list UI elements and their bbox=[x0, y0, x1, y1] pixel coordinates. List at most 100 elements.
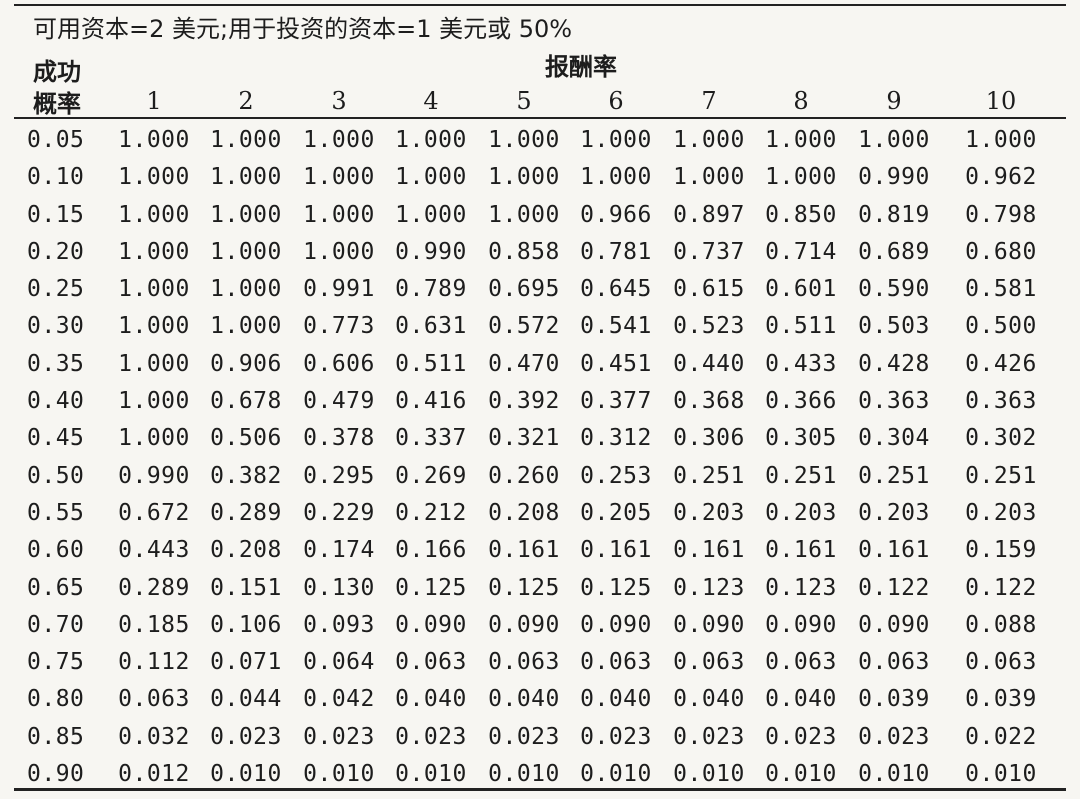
value-cell: 0.511 bbox=[395, 350, 467, 377]
bottom-rule bbox=[14, 788, 1066, 791]
column-header-5: 5 bbox=[516, 87, 532, 115]
value-cell: 0.039 bbox=[965, 686, 1037, 713]
column-headers: 1 2 3 4 5 6 7 8 9 10 bbox=[0, 86, 1080, 116]
value-cell: 0.251 bbox=[858, 462, 930, 489]
value-cell: 0.819 bbox=[858, 201, 930, 228]
value-cell: 1.000 bbox=[118, 388, 190, 415]
value-cell: 0.990 bbox=[118, 462, 190, 489]
probability-cell: 0.65 bbox=[27, 574, 85, 601]
value-cell: 0.122 bbox=[858, 574, 930, 601]
value-cell: 0.010 bbox=[965, 761, 1037, 788]
value-cell: 1.000 bbox=[303, 164, 375, 191]
column-header-3: 3 bbox=[331, 87, 347, 115]
value-cell: 0.990 bbox=[858, 164, 930, 191]
header-rule bbox=[14, 117, 1066, 119]
value-cell: 0.010 bbox=[580, 761, 652, 788]
value-cell: 0.063 bbox=[580, 649, 652, 676]
column-header-8: 8 bbox=[793, 87, 809, 115]
value-cell: 0.040 bbox=[580, 686, 652, 713]
column-header-1: 1 bbox=[146, 87, 162, 115]
value-cell: 0.063 bbox=[118, 686, 190, 713]
value-cell: 1.000 bbox=[395, 127, 467, 153]
value-cell: 0.023 bbox=[673, 723, 745, 750]
value-cell: 1.000 bbox=[303, 201, 375, 228]
column-header-4: 4 bbox=[423, 87, 439, 115]
value-cell: 0.023 bbox=[765, 723, 837, 750]
value-cell: 1.000 bbox=[210, 276, 282, 303]
value-cell: 0.678 bbox=[210, 388, 282, 415]
value-cell: 0.392 bbox=[488, 388, 560, 415]
probability-cell: 0.25 bbox=[27, 276, 85, 303]
table-row: 0.45 1.000 0.506 0.378 0.337 0.321 0.312 0.306 0… bbox=[0, 420, 1080, 457]
column-header-9: 9 bbox=[886, 87, 902, 115]
value-cell: 0.208 bbox=[210, 537, 282, 564]
value-cell: 0.151 bbox=[210, 574, 282, 601]
table-row: 0.25 1.000 1.000 0.991 0.789 0.695 0.645 0.615 0… bbox=[0, 271, 1080, 308]
table-row: 0.75 0.112 0.071 0.064 0.063 0.063 0.063 0.063 0… bbox=[0, 644, 1080, 681]
value-cell: 0.858 bbox=[488, 238, 560, 265]
probability-cell: 0.30 bbox=[27, 313, 85, 340]
value-cell: 0.305 bbox=[765, 425, 837, 452]
column-header-6: 6 bbox=[608, 87, 624, 115]
value-cell: 0.251 bbox=[765, 462, 837, 489]
value-cell: 0.321 bbox=[488, 425, 560, 452]
value-cell: 1.000 bbox=[303, 238, 375, 265]
probability-cell: 0.40 bbox=[27, 388, 85, 415]
value-cell: 1.000 bbox=[210, 164, 282, 191]
value-cell: 0.185 bbox=[118, 611, 190, 638]
value-cell: 1.000 bbox=[118, 425, 190, 452]
value-cell: 1.000 bbox=[858, 127, 930, 153]
value-cell: 0.071 bbox=[210, 649, 282, 676]
value-cell: 0.269 bbox=[395, 462, 467, 489]
value-cell: 0.125 bbox=[580, 574, 652, 601]
value-cell: 0.645 bbox=[580, 276, 652, 303]
value-cell: 0.500 bbox=[965, 313, 1037, 340]
table-row: 0.15 1.000 1.000 1.000 1.000 1.000 0.966 0.897 0… bbox=[0, 197, 1080, 234]
value-cell: 0.615 bbox=[673, 276, 745, 303]
value-cell: 0.377 bbox=[580, 388, 652, 415]
value-cell: 0.253 bbox=[580, 462, 652, 489]
table-row: 0.70 0.185 0.106 0.093 0.090 0.090 0.090 0.090 0… bbox=[0, 607, 1080, 644]
value-cell: 0.023 bbox=[210, 723, 282, 750]
value-cell: 0.205 bbox=[580, 499, 652, 526]
value-cell: 0.125 bbox=[488, 574, 560, 601]
value-cell: 0.897 bbox=[673, 201, 745, 228]
table-row: 0.60 0.443 0.208 0.174 0.166 0.161 0.161 0.161 0… bbox=[0, 532, 1080, 569]
value-cell: 0.093 bbox=[303, 611, 375, 638]
probability-cell: 0.60 bbox=[27, 537, 85, 564]
value-cell: 0.023 bbox=[395, 723, 467, 750]
value-cell: 0.090 bbox=[488, 611, 560, 638]
value-cell: 0.090 bbox=[580, 611, 652, 638]
value-cell: 0.208 bbox=[488, 499, 560, 526]
value-cell: 0.302 bbox=[965, 425, 1037, 452]
value-cell: 0.123 bbox=[673, 574, 745, 601]
value-cell: 0.440 bbox=[673, 350, 745, 377]
value-cell: 0.122 bbox=[965, 574, 1037, 601]
value-cell: 0.063 bbox=[765, 649, 837, 676]
value-cell: 0.523 bbox=[673, 313, 745, 340]
row-header-line-1: 成功 bbox=[33, 58, 81, 86]
table-row: 0.55 0.672 0.289 0.229 0.212 0.208 0.205 0.203 0… bbox=[0, 495, 1080, 532]
value-cell: 0.023 bbox=[303, 723, 375, 750]
value-cell: 0.161 bbox=[488, 537, 560, 564]
value-cell: 0.781 bbox=[580, 238, 652, 265]
value-cell: 0.161 bbox=[765, 537, 837, 564]
value-cell: 1.000 bbox=[118, 276, 190, 303]
column-header-2: 2 bbox=[238, 87, 254, 115]
value-cell: 0.010 bbox=[488, 761, 560, 788]
value-cell: 0.251 bbox=[673, 462, 745, 489]
value-cell: 0.572 bbox=[488, 313, 560, 340]
value-cell: 0.601 bbox=[765, 276, 837, 303]
value-cell: 0.042 bbox=[303, 686, 375, 713]
value-cell: 0.229 bbox=[303, 499, 375, 526]
value-cell: 0.159 bbox=[965, 537, 1037, 564]
value-cell: 0.088 bbox=[965, 611, 1037, 638]
value-cell: 1.000 bbox=[210, 201, 282, 228]
value-cell: 0.426 bbox=[965, 350, 1037, 377]
value-cell: 0.506 bbox=[210, 425, 282, 452]
value-cell: 0.112 bbox=[118, 649, 190, 676]
value-cell: 1.000 bbox=[118, 313, 190, 340]
value-cell: 1.000 bbox=[118, 201, 190, 228]
value-cell: 0.012 bbox=[118, 761, 190, 788]
value-cell: 1.000 bbox=[118, 238, 190, 265]
